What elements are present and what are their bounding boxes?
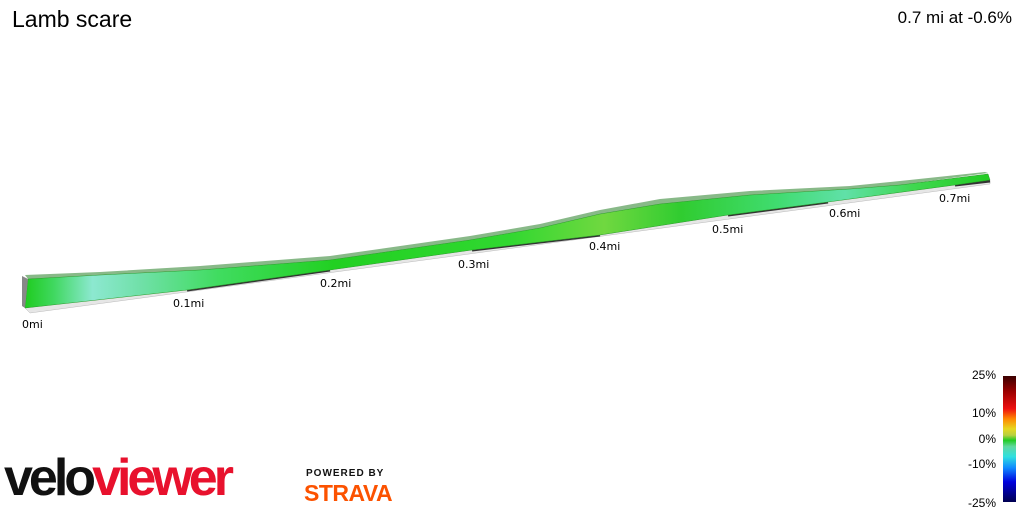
x-tick: 0.2mi (320, 277, 351, 290)
x-tick: 0.5mi (712, 223, 743, 236)
logo-viewer: viewer (92, 449, 234, 507)
logo-velo: velo (4, 449, 96, 507)
profile-front-face (24, 173, 991, 309)
x-tick: 0.7mi (939, 192, 970, 205)
x-tick: 0.3mi (458, 258, 489, 271)
profile-start-cap (22, 276, 28, 308)
strava-logo: STRAVA (304, 480, 393, 506)
legend-label: 0% (978, 432, 996, 446)
legend-label: -25% (967, 496, 996, 510)
powered-by-label: POWERED BY (306, 468, 385, 479)
segment-summary: 0.7 mi at -0.6% (897, 8, 1012, 27)
x-tick: 0.1mi (173, 297, 204, 310)
segment-title: Lamb scare (12, 6, 133, 32)
x-tick: 0.4mi (589, 240, 620, 253)
profile-top-surface (25, 172, 988, 279)
grade-color-scale (1003, 376, 1016, 502)
x-tick: 0mi (22, 318, 43, 331)
legend-label: -10% (967, 457, 996, 471)
x-tick: 0.6mi (829, 207, 860, 220)
legend-label: 25% (971, 368, 996, 382)
veloviewer-logo: veloviewer (4, 449, 234, 507)
legend-label: 10% (971, 406, 996, 420)
